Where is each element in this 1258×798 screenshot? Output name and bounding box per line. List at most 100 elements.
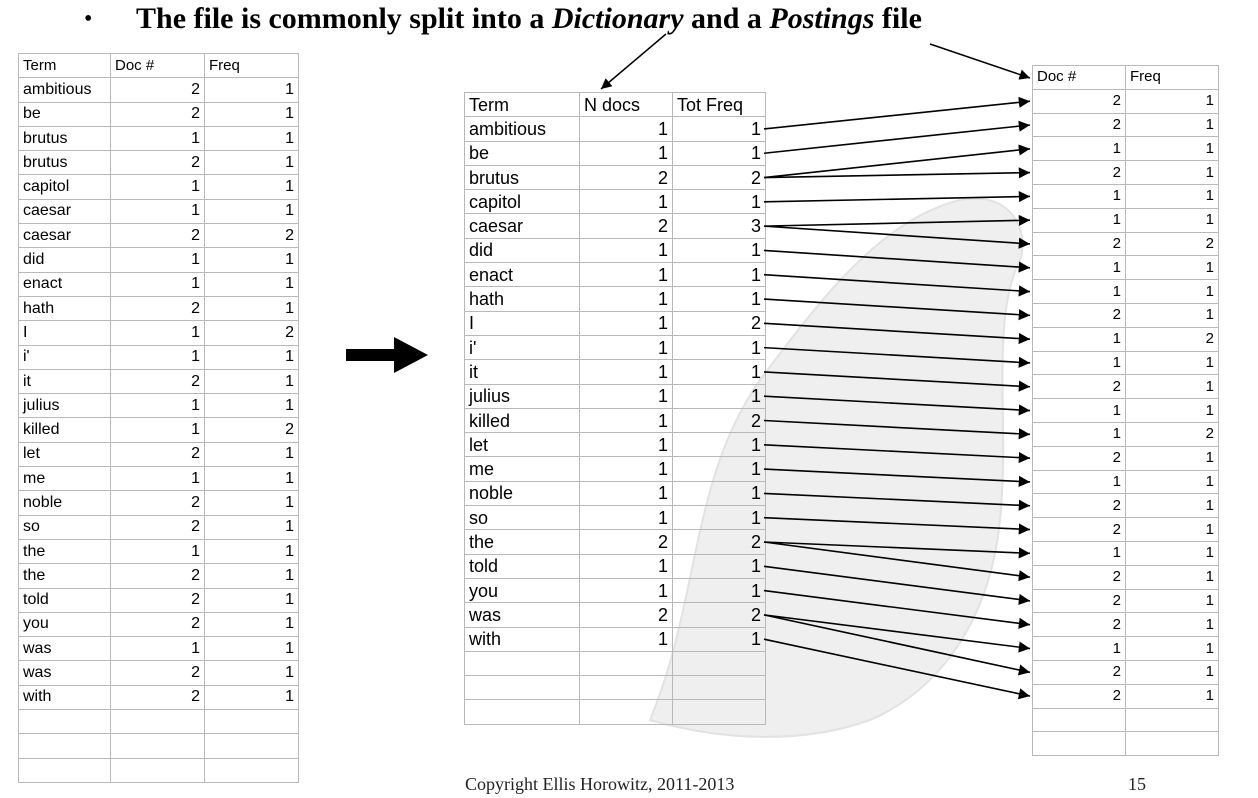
left-table-row: be 2 1	[18, 101, 299, 127]
posting-link-arrow	[763, 492, 1031, 511]
dictionary-totfreq-cell: 1	[672, 456, 766, 482]
left-table-freq-cell: 1	[204, 344, 299, 370]
posting-link-arrow	[763, 120, 1031, 155]
dictionary-term-cell: the	[464, 529, 580, 555]
dictionary-term-cell: let	[464, 432, 580, 458]
dictionary-term-cell	[464, 699, 580, 725]
posting-link-arrow	[763, 565, 1031, 606]
dictionary-totfreq-cell: 2	[672, 602, 766, 628]
left-table-row: so 2 1	[18, 514, 299, 540]
left-table-doc-cell: 2	[110, 150, 205, 176]
postings-freq-cell: 1	[1125, 398, 1219, 423]
posting-link-arrow	[763, 541, 1031, 582]
dictionary-ndocs-cell: 1	[579, 577, 673, 604]
title-bullet: •	[84, 6, 93, 32]
posting-link-arrow	[763, 444, 1031, 464]
left-table-doc-cell: 1	[110, 247, 205, 273]
posting-link-arrow	[763, 468, 1031, 487]
posting-link-arrow	[763, 371, 1031, 392]
left-table-term-cell: was	[18, 660, 111, 686]
left-table-row: noble 2 1	[18, 490, 299, 516]
posting-link-arrow	[763, 214, 1031, 227]
left-table-term-cell: it	[18, 368, 111, 395]
postings-freq-cell: 1	[1125, 564, 1219, 590]
left-table-freq-cell: 1	[204, 660, 299, 686]
left-table-row	[18, 757, 299, 783]
postings-doc-cell: 1	[1032, 469, 1126, 495]
dictionary-totfreq-cell: 1	[672, 359, 766, 385]
dictionary-term-cell: so	[464, 505, 580, 531]
left-table-freq-cell: 1	[204, 150, 299, 176]
dictionary-row: let 1 1	[464, 432, 766, 458]
dictionary-ndocs-cell: 1	[579, 456, 673, 482]
postings-doc-cell: 2	[1032, 231, 1126, 257]
left-table-term-header: Term	[18, 52, 111, 79]
dictionary-ndocs-header: N docs	[579, 91, 673, 118]
dictionary-totfreq-cell: 2	[672, 164, 766, 191]
dictionary-row: me 1 1	[464, 456, 766, 482]
postings-freq-cell: 1	[1125, 588, 1219, 614]
posting-link-arrow	[763, 516, 1031, 535]
postings-freq-header: Freq	[1125, 65, 1219, 90]
left-table-doc-cell: 2	[110, 295, 205, 322]
dictionary-term-cell: noble	[464, 480, 580, 507]
dictionary-row: told 1 1	[464, 553, 766, 579]
posting-link-arrow	[763, 144, 1031, 179]
left-table-row: you 2 1	[18, 611, 299, 638]
left-table-header-row: Term Doc # Freq	[18, 52, 299, 79]
posting-link-arrow	[763, 541, 1031, 559]
postings-doc-cell: 2	[1032, 564, 1126, 590]
postings-freq-cell: 1	[1125, 659, 1219, 685]
postings-doc-cell: 2	[1032, 302, 1126, 328]
postings-freq-cell: 1	[1125, 469, 1219, 495]
dictionary-term-header: Term	[464, 91, 580, 118]
title-dictionary-word: Dictionary	[551, 2, 684, 35]
left-table-freq-cell: 1	[204, 368, 299, 395]
dictionary-row: caesar 2 3	[464, 213, 766, 239]
left-table-doc-cell: 2	[110, 77, 205, 103]
left-table-doc-cell: 1	[110, 417, 205, 443]
left-table-row: was 1 1	[18, 636, 299, 662]
term-doc-freq-table: Term Doc # Freq ambitious 2 1 be 2 1 brutus 1 1 brut…	[18, 52, 299, 783]
dictionary-term-cell: did	[464, 237, 580, 264]
dictionary-ndocs-cell: 1	[579, 383, 673, 409]
dictionary-term-cell: with	[464, 626, 580, 652]
postings-doc-cell: 2	[1032, 683, 1126, 709]
dictionary-totfreq-cell: 1	[672, 286, 766, 312]
postings-freq-cell: 1	[1125, 350, 1219, 376]
postings-doc-cell: 2	[1032, 612, 1126, 638]
dictionary-row: killed 1 2	[464, 407, 766, 434]
left-table-freq-cell: 1	[204, 101, 299, 127]
title-postings-word: Postings	[769, 2, 875, 35]
left-table-term-cell: caesar	[18, 223, 111, 249]
left-table-freq-cell: 2	[204, 320, 299, 346]
postings-doc-cell: 1	[1032, 136, 1126, 162]
dictionary-row: did 1 1	[464, 237, 766, 264]
postings-freq-cell: 1	[1125, 255, 1219, 281]
left-table-doc-cell: 2	[110, 441, 205, 468]
dictionary-row	[464, 699, 766, 725]
dictionary-term-cell: was	[464, 602, 580, 628]
left-table-row: caesar 2 2	[18, 223, 299, 249]
left-table-freq-cell	[204, 709, 299, 735]
postings-freq-cell: 1	[1125, 183, 1219, 209]
left-table-row: it 2 1	[18, 368, 299, 395]
left-table-doc-cell: 2	[110, 490, 205, 516]
copyright-footer: Copyright Ellis Horowitz, 2011-2013	[465, 774, 735, 794]
postings-freq-cell: 1	[1125, 160, 1219, 185]
dictionary-row: the 2 2	[464, 529, 766, 555]
posting-link-arrow	[763, 273, 1031, 297]
left-table-term-cell: I	[18, 320, 111, 346]
dictionary-ndocs-cell: 1	[579, 407, 673, 434]
left-table-freq-cell: 1	[204, 441, 299, 468]
dictionary-totfreq-cell: 1	[672, 237, 766, 264]
left-table-freq-cell: 1	[204, 466, 299, 492]
